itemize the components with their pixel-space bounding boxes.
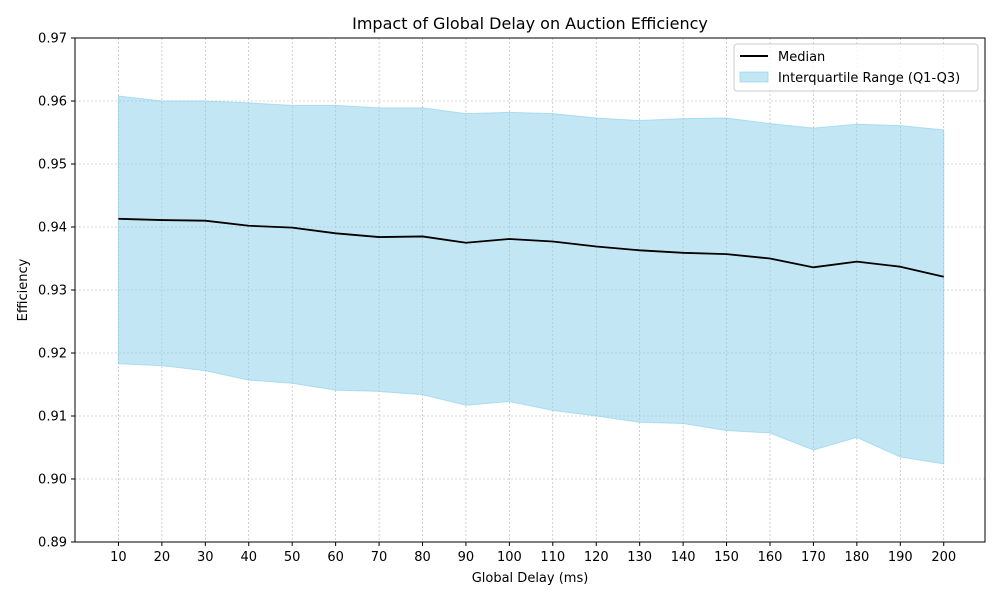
x-tick-label: 80 — [414, 550, 431, 565]
x-tick-label: 140 — [671, 550, 696, 565]
x-tick-label: 100 — [497, 550, 522, 565]
chart-title: Impact of Global Delay on Auction Effici… — [352, 14, 708, 33]
x-tick-label: 120 — [584, 550, 609, 565]
x-tick-label: 30 — [197, 550, 214, 565]
x-tick-label: 60 — [327, 550, 344, 565]
y-axis-label: Efficiency — [16, 258, 31, 321]
y-tick-label: 0.95 — [38, 158, 67, 173]
y-tick-label: 0.90 — [38, 473, 67, 488]
x-tick-label: 20 — [154, 550, 171, 565]
x-axis-label: Global Delay (ms) — [472, 571, 589, 586]
iqr-band-layer — [117, 95, 945, 465]
x-tick-label: 160 — [758, 550, 783, 565]
x-tick-label: 110 — [540, 550, 565, 565]
x-tick-label: 50 — [284, 550, 301, 565]
x-tick-label: 70 — [371, 550, 388, 565]
x-tick-label: 190 — [888, 550, 913, 565]
x-tick-label: 130 — [627, 550, 652, 565]
legend-median-label: Median — [778, 50, 825, 65]
y-tick-label: 0.89 — [38, 536, 67, 551]
iqr-band — [117, 95, 945, 465]
y-tick-label: 0.94 — [38, 221, 67, 236]
legend: Median Interquartile Range (Q1-Q3) — [733, 43, 979, 92]
x-axis-ticks: 10 20 30 40 50 60 70 80 90 100 110 120 130 140 150 160 1… — [110, 542, 956, 565]
x-tick-label: 200 — [931, 550, 956, 565]
y-tick-label: 0.93 — [38, 284, 67, 299]
x-tick-label: 150 — [714, 550, 739, 565]
legend-iqr-label: Interquartile Range (Q1-Q3) — [778, 71, 960, 86]
x-tick-label: 40 — [240, 550, 257, 565]
y-tick-label: 0.97 — [38, 32, 67, 47]
legend-box — [733, 43, 979, 92]
x-tick-label: 180 — [844, 550, 869, 565]
x-tick-label: 90 — [458, 550, 475, 565]
y-axis-ticks: 0.89 0.90 0.91 0.92 0.93 0.94 0.95 0.96 0.97 — [38, 32, 75, 551]
x-tick-label: 10 — [110, 550, 127, 565]
legend-iqr-swatch — [739, 71, 769, 83]
y-tick-label: 0.91 — [38, 410, 67, 425]
x-tick-label: 170 — [801, 550, 826, 565]
y-tick-label: 0.96 — [38, 95, 67, 110]
median-line-layer — [118, 217, 944, 278]
median-line — [118, 217, 944, 278]
y-tick-label: 0.92 — [38, 347, 67, 362]
